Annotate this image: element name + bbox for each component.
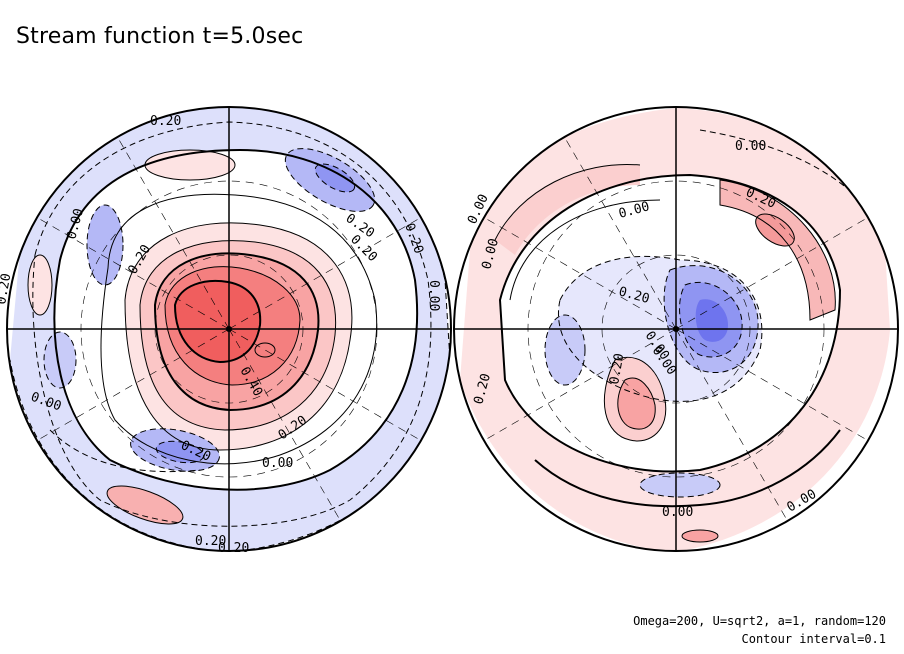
parameters-text: Omega=200, U=sqrt2, a=1, random=120	[633, 614, 886, 628]
plot-title: Stream function t=5.0sec	[16, 24, 304, 49]
contour-label: 0.20	[150, 114, 181, 129]
contour-label: 0.20	[195, 534, 226, 549]
contour-label: 0.20	[607, 352, 627, 385]
right-hemisphere-border	[453, 106, 899, 552]
pole-marker	[673, 326, 679, 332]
right-hemisphere: 0.00 0.20 0.00 0.00 0.00 0.20 0.00 0.00 …	[453, 106, 899, 552]
contour-label: 0.00	[662, 505, 693, 520]
contour-interval-text: Contour interval=0.1	[741, 632, 887, 646]
contour-label: 0.20	[218, 541, 249, 556]
contour-label: 0.00	[262, 456, 293, 471]
contour-label: 0.00	[735, 139, 766, 154]
pole-marker	[226, 326, 232, 332]
left-hemisphere-border	[6, 106, 452, 552]
left-hemisphere: 0.20 0.20 0.20 0.20 0.00 0.00 0.20 0.20 …	[0, 106, 452, 556]
contour-label: 0.00	[426, 280, 441, 311]
